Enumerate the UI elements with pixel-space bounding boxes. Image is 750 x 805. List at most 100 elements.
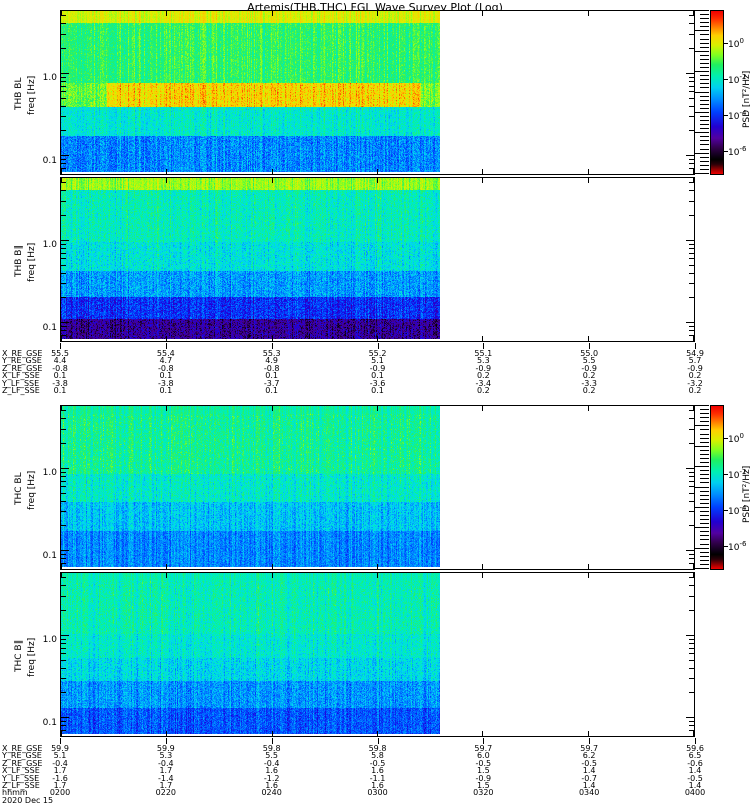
y-tick-thc-bl	[61, 476, 66, 477]
y-tick-thc-bpar	[689, 596, 694, 597]
colorbar-axis-tick-bottom	[700, 544, 709, 545]
y-tick-thb-bl	[689, 130, 694, 131]
ephemeris-value: 5.8	[371, 751, 384, 761]
ephemeris-value: 0.1	[159, 386, 173, 395]
ephemeris-value: 0.2	[476, 371, 490, 381]
colorbar-axis-tick-top	[695, 92, 709, 93]
x-tick-top-thc-bpar	[482, 573, 483, 578]
y-tick-thb-bpar	[689, 258, 694, 259]
y-tick-thc-bpar	[689, 610, 694, 611]
y-tick-thc-bpar	[689, 668, 694, 669]
y-tick-thc-bpar	[689, 577, 694, 578]
y-tick-thb-bl	[61, 155, 69, 156]
y-tick-thb-bl	[689, 163, 694, 164]
x-tick-top-thb-bpar	[377, 178, 378, 183]
spectrogram-panel-thb-bl[interactable]	[60, 10, 695, 175]
ephemeris-value: 0.2	[688, 386, 702, 395]
ephemeris-value: 0.1	[53, 371, 67, 381]
colorbar-axis-tick-top	[700, 128, 709, 129]
ephemeris-row-label: Z_LF_SSE	[2, 386, 40, 395]
x-tick-bottom-thc-bl	[272, 564, 273, 569]
colorbar-axis-tick-top	[700, 83, 709, 84]
y-tick-thb-bl	[689, 23, 694, 24]
date-label: 2020 Dec 15	[2, 795, 54, 805]
y-tick-thb-bpar	[689, 201, 694, 202]
y-tick-thb-bpar	[61, 297, 66, 298]
spectrogram-panel-thc-bl[interactable]	[60, 405, 695, 570]
colorbar-axis-tick-bottom	[695, 446, 709, 447]
ephemeris-value: 5.3	[476, 356, 490, 366]
colorbar-axis-tick-top	[695, 10, 709, 11]
y-tick-thc-bpar	[61, 648, 66, 649]
colorbar-axis-tick-top	[700, 63, 709, 64]
y-tick-thc-bl	[61, 486, 66, 487]
colorbar-axis-tick-bottom	[695, 405, 709, 406]
colorbar-axis-tick-bottom	[700, 560, 709, 561]
ephemeris-value: 0240	[261, 788, 282, 798]
colorbar-axis-tick-top	[695, 30, 709, 31]
colorbar-tick-bottom-1	[724, 474, 728, 475]
x-axis-tick-middle	[378, 343, 379, 349]
spectrogram-panel-thc-bpar[interactable]	[60, 572, 695, 737]
ephemeris-value: -0.9	[369, 363, 386, 373]
ephemeris-value: 1.6	[371, 766, 384, 776]
y-tick-thc-bl	[61, 558, 66, 559]
y-tick-thc-bl	[689, 511, 694, 512]
y-tick-thc-bl	[61, 501, 66, 502]
ephemeris-value: 55.0	[580, 349, 599, 358]
ephemeris-block-bottom: X_RE_GSE Y_RE_GSE Z_RE_GSE X_LF_SSE Y_LF_SSE…	[0, 744, 750, 804]
y-tick-thc-bpar	[686, 635, 694, 636]
ephemeris-value: 59.7	[580, 744, 599, 753]
colorbar-axis-tick-bottom	[700, 470, 709, 471]
ephemeris-value: 6.5	[688, 751, 702, 761]
ephemeris-value: 0.1	[371, 386, 384, 395]
ephemeris-value: -0.6	[687, 758, 703, 768]
colorbar-axis-tick-bottom	[700, 458, 709, 459]
y-tick-thc-bl	[61, 563, 66, 564]
y-tick-thb-bl	[689, 34, 694, 35]
ephemeris-value: -0.8	[158, 363, 174, 373]
x-tick-top-thc-bl	[166, 406, 167, 411]
spectrogram-panel-thb-bpar[interactable]	[60, 177, 695, 342]
colorbar-axis-tick-bottom	[700, 515, 709, 516]
colorbar-axis-tick-top	[700, 120, 709, 121]
y-tick-thb-bpar	[689, 283, 694, 284]
y-tick-thc-bpar	[61, 730, 66, 731]
x-axis-tick-middle	[695, 343, 696, 349]
colorbar-axis-tick-bottom	[700, 523, 709, 524]
x-tick-bottom-thc-bpar	[166, 731, 167, 736]
y-tick-thc-bl	[689, 429, 694, 430]
x-axis-tick-middle	[166, 343, 167, 349]
y-tick-thc-bpar	[689, 678, 694, 679]
x-tick-bottom-thb-bl	[166, 169, 167, 174]
y-tick-thc-bl	[689, 410, 694, 411]
colorbar-axis-tick-bottom	[695, 548, 709, 549]
y-tick-thb-bpar	[61, 335, 66, 336]
y-tick-thc-bpar	[61, 653, 66, 654]
spectrogram-image-thc-bpar	[61, 573, 440, 734]
ephemeris-value: 55.3	[262, 349, 281, 358]
colorbar-axis-tick-bottom	[700, 511, 709, 512]
x-tick-top-thb-bl	[482, 11, 483, 16]
colorbar-axis-tick-top	[700, 22, 709, 23]
ephemeris-value: -1.2	[263, 773, 280, 783]
ephemeris-value: 5.5	[582, 356, 596, 366]
y-tick-thb-bpar	[689, 253, 694, 254]
ephemeris-value: 59.9	[156, 744, 175, 753]
y-tick-thb-bl	[61, 34, 66, 35]
colorbar-tick-top-3	[724, 151, 728, 152]
ephemeris-value: -3.7	[263, 378, 280, 388]
ephemeris-value: 1.6	[265, 766, 279, 776]
ephemeris-value: 59.8	[368, 744, 387, 753]
x-tick-top-thb-bpar	[166, 178, 167, 183]
x-axis-tick-middle	[272, 343, 273, 349]
colorbar-axis-tick-top	[700, 14, 709, 15]
colorbar-axis-tick-top	[700, 169, 709, 170]
y-tick-thb-bl	[689, 48, 694, 49]
colorbar-axis-tick-top	[700, 34, 709, 35]
ephemeris-row-label: hhmm	[2, 788, 28, 798]
colorbar-tick-top-1	[724, 79, 728, 80]
y-tick-thc-bl	[689, 481, 694, 482]
ephemeris-value: 0320	[473, 788, 494, 798]
